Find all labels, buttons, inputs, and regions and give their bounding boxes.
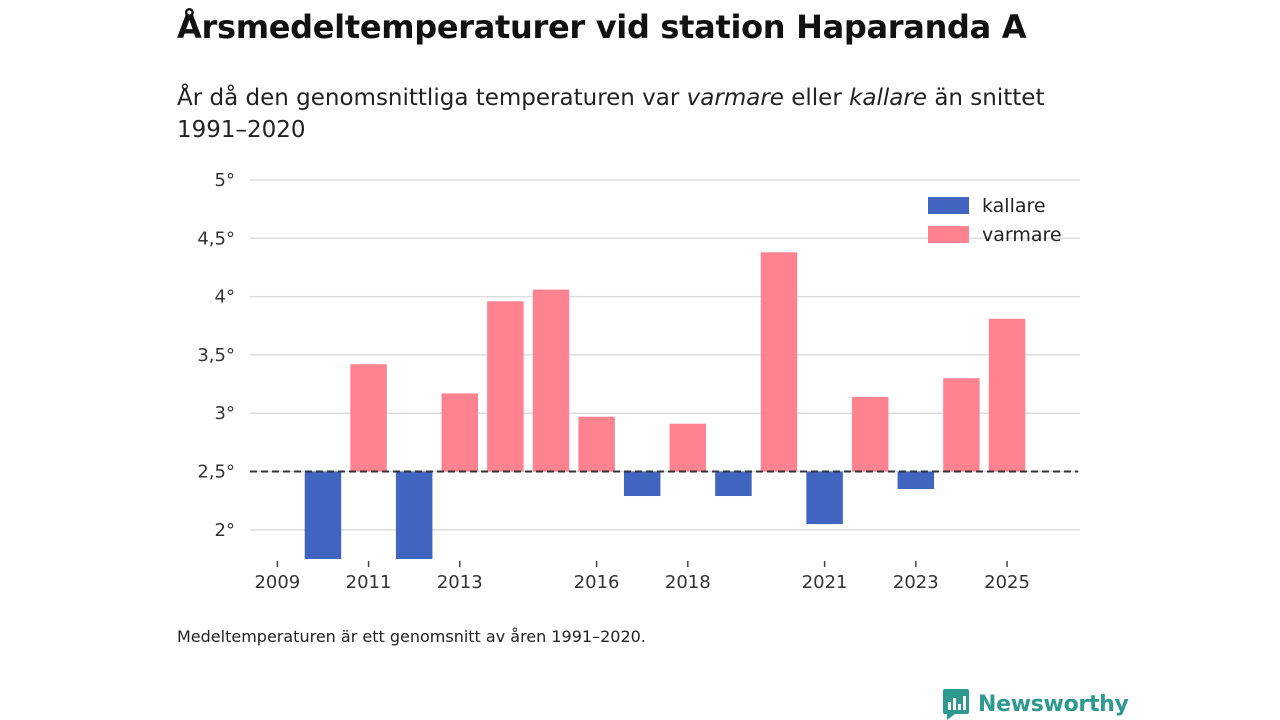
x-tick-label: 2018 xyxy=(665,572,711,593)
y-tick-label: 4° xyxy=(215,287,235,308)
grid-lines xyxy=(250,179,1080,531)
bar-2021 xyxy=(806,471,843,525)
bar-2019 xyxy=(715,471,752,497)
x-tick-label: 2023 xyxy=(893,572,939,593)
y-axis: 2° 2,5° 3° 3,5° 4° 4,5° 5° xyxy=(197,170,235,541)
bar-2015 xyxy=(532,289,570,472)
newsworthy-logo-icon xyxy=(943,689,969,720)
y-tick-label: 3,5° xyxy=(197,345,235,366)
subtitle-text: År då den genomsnittliga temperaturen va… xyxy=(177,85,687,111)
x-tick-label: 2021 xyxy=(802,572,848,593)
bar-2010 xyxy=(304,471,342,559)
legend-label-varmare: varmare xyxy=(982,224,1062,246)
chart-title: Årsmedeltemperaturer vid station Haparan… xyxy=(177,8,1027,46)
bar-2013 xyxy=(441,393,479,472)
x-tick-label: 2016 xyxy=(574,572,620,593)
subtitle-warm-word: varmare xyxy=(686,85,784,111)
subtitle-text: än snittet 1991–2020 xyxy=(177,85,1045,143)
y-tick-label: 2,5° xyxy=(197,462,235,483)
subtitle-cold-word: kallare xyxy=(849,85,928,111)
legend-label-kallare: kallare xyxy=(982,195,1046,217)
bar-2018 xyxy=(669,423,707,472)
brand-logo[interactable]: Newsworthy xyxy=(942,688,1129,720)
legend: kallare varmare xyxy=(928,195,1062,246)
bar-2025 xyxy=(988,318,1026,472)
bar-2016 xyxy=(578,416,615,472)
bar-2023 xyxy=(897,471,935,490)
bar-2011 xyxy=(350,364,387,472)
bar-2022 xyxy=(851,396,889,472)
bar-2012 xyxy=(395,471,433,559)
subtitle-text: eller xyxy=(783,85,850,111)
bar-2020 xyxy=(760,252,798,472)
temperature-bar-chart: 2° 2,5° 3° 3,5° 4° 4,5° 5° 2009 2011 2013 2016 201… xyxy=(197,170,1080,593)
bar-2017 xyxy=(623,471,661,497)
legend-swatch-varmare xyxy=(928,226,969,243)
bar-2024 xyxy=(943,378,980,472)
x-tick-label: 2025 xyxy=(984,572,1030,593)
footnote: Medeltemperaturen är ett genomsnitt av å… xyxy=(177,627,646,646)
x-tick-label: 2009 xyxy=(254,572,300,593)
legend-swatch-kallare xyxy=(928,197,969,214)
y-tick-label: 3° xyxy=(215,403,235,424)
y-tick-label: 4,5° xyxy=(197,228,235,249)
x-axis: 2009 2011 2013 2016 2018 2021 2023 2025 xyxy=(254,561,1030,593)
bar-2014 xyxy=(487,301,524,472)
chart-subtitle: År då den genomsnittliga temperaturen va… xyxy=(177,82,1057,146)
y-tick-label: 2° xyxy=(215,520,235,541)
bars xyxy=(304,252,1026,559)
y-tick-label: 5° xyxy=(215,170,235,191)
x-tick-label: 2011 xyxy=(346,572,392,593)
x-tick-label: 2013 xyxy=(437,572,483,593)
brand-name: Newsworthy xyxy=(978,691,1129,717)
